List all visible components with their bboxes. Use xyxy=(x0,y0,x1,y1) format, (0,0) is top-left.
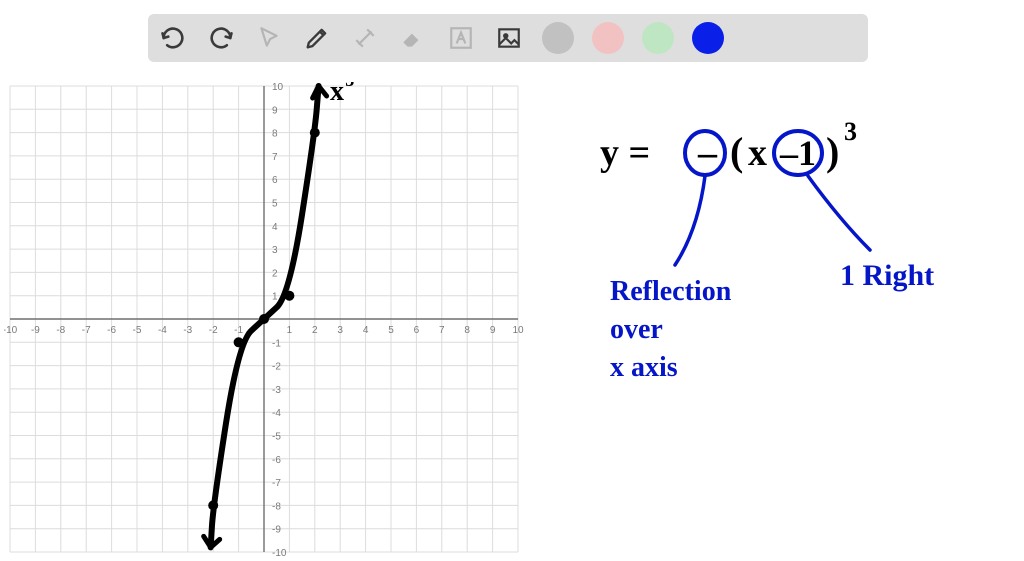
color-swatch-pink[interactable] xyxy=(592,22,624,54)
color-swatch-blue[interactable] xyxy=(692,22,724,54)
svg-text:-6: -6 xyxy=(107,325,116,336)
svg-text:-8: -8 xyxy=(272,501,281,512)
svg-text:-4: -4 xyxy=(272,408,281,419)
svg-text:(: ( xyxy=(730,129,743,174)
svg-text:4: 4 xyxy=(363,325,369,336)
svg-text:-9: -9 xyxy=(31,325,40,336)
undo-icon[interactable] xyxy=(158,23,188,53)
tools-icon[interactable] xyxy=(350,23,380,53)
svg-text:-4: -4 xyxy=(158,325,167,336)
svg-text:-6: -6 xyxy=(272,455,281,466)
svg-text:-7: -7 xyxy=(82,325,91,336)
svg-text:-2: -2 xyxy=(272,362,281,373)
image-icon[interactable] xyxy=(494,23,524,53)
svg-text:x: x xyxy=(748,132,767,174)
coordinate-graph: -10 -9 -8 -7 -6 -5 -4 -3 -2 -1 1 2 3 4 5 6 7 8 9 10 -10 -9 -8 -… xyxy=(4,82,524,556)
svg-text:-9: -9 xyxy=(272,525,281,536)
svg-text:1: 1 xyxy=(287,325,293,336)
svg-text:5: 5 xyxy=(388,325,394,336)
color-swatch-gray[interactable] xyxy=(542,22,574,54)
equation-text: y = xyxy=(600,132,650,174)
svg-text:): ) xyxy=(826,129,839,174)
svg-text:3: 3 xyxy=(844,117,857,146)
svg-text:-5: -5 xyxy=(133,325,142,336)
svg-text:-10: -10 xyxy=(272,548,287,556)
annotations: y = – ( x –1 ) 3 Reflection over x axis … xyxy=(590,110,1010,510)
svg-text:2: 2 xyxy=(312,325,318,336)
color-swatch-green[interactable] xyxy=(642,22,674,54)
svg-text:1: 1 xyxy=(272,292,278,303)
svg-text:-3: -3 xyxy=(272,385,281,396)
svg-text:–1: –1 xyxy=(779,133,816,173)
svg-text:–: – xyxy=(697,132,718,174)
svg-text:6: 6 xyxy=(414,325,420,336)
pencil-icon[interactable] xyxy=(302,23,332,53)
svg-text:8: 8 xyxy=(464,325,470,336)
annotation-left: Reflection over x axis xyxy=(610,276,738,383)
svg-text:7: 7 xyxy=(439,325,445,336)
annotation-right: 1 Right xyxy=(840,259,934,292)
svg-text:-3: -3 xyxy=(183,325,192,336)
eraser-icon[interactable] xyxy=(398,23,428,53)
svg-text:2: 2 xyxy=(272,268,278,279)
svg-text:3: 3 xyxy=(337,325,343,336)
svg-text:-5: -5 xyxy=(272,432,281,443)
svg-text:9: 9 xyxy=(272,105,278,116)
svg-text:7: 7 xyxy=(272,152,278,163)
svg-text:8: 8 xyxy=(272,129,278,140)
svg-text:-1: -1 xyxy=(272,338,281,349)
svg-text:-7: -7 xyxy=(272,478,281,489)
svg-text:10: 10 xyxy=(272,82,284,93)
svg-text:9: 9 xyxy=(490,325,496,336)
svg-text:-2: -2 xyxy=(209,325,218,336)
redo-icon[interactable] xyxy=(206,23,236,53)
pointer-icon[interactable] xyxy=(254,23,284,53)
svg-text:5: 5 xyxy=(272,199,278,210)
curve-label: x xyxy=(330,82,344,107)
svg-text:10: 10 xyxy=(512,325,524,336)
svg-text:6: 6 xyxy=(272,175,278,186)
svg-text:4: 4 xyxy=(272,222,278,233)
svg-text:-1: -1 xyxy=(234,325,243,336)
svg-text:3: 3 xyxy=(345,82,354,90)
text-icon[interactable] xyxy=(446,23,476,53)
svg-text:-10: -10 xyxy=(4,325,18,336)
svg-text:3: 3 xyxy=(272,245,278,256)
svg-text:-8: -8 xyxy=(56,325,65,336)
toolbar xyxy=(148,14,868,62)
